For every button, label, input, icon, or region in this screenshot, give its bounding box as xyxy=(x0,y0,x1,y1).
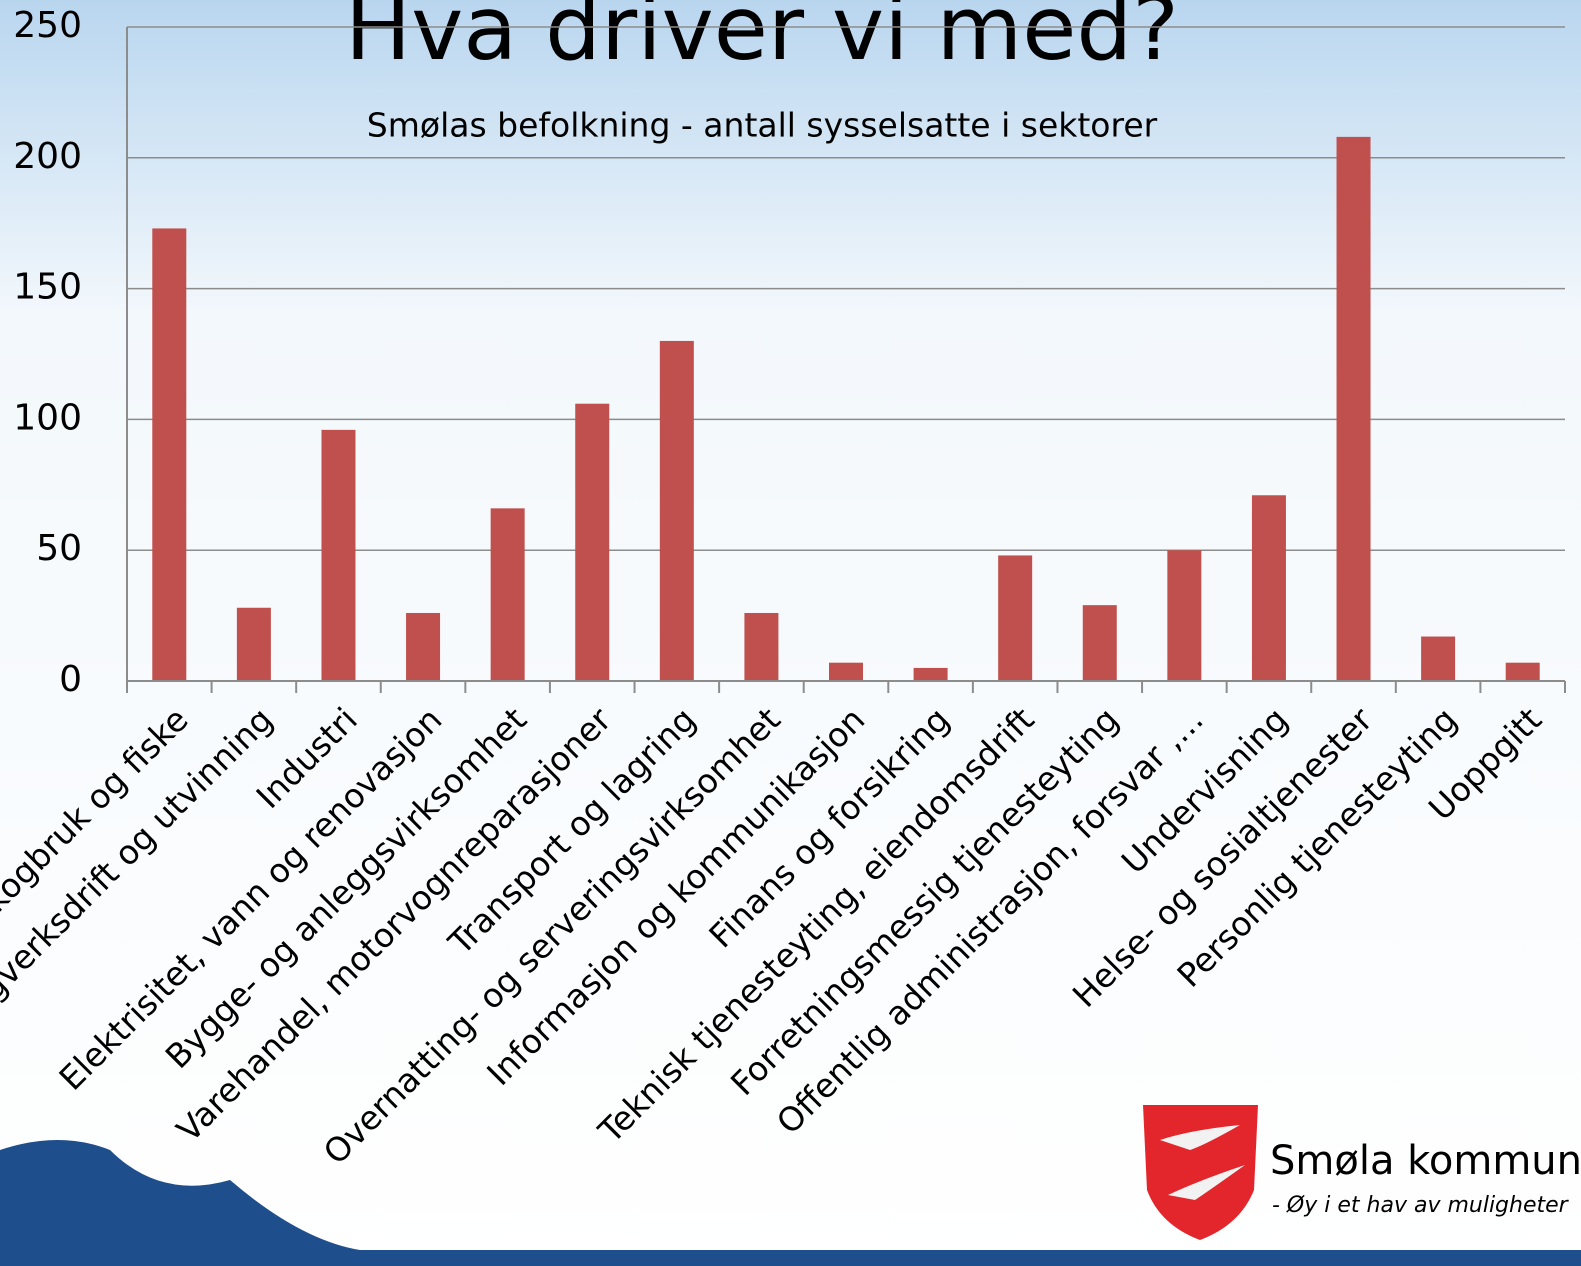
bar xyxy=(1167,550,1202,681)
y-tick-label: 150 xyxy=(13,267,82,308)
bar xyxy=(152,228,187,681)
y-tick-label: 50 xyxy=(36,528,82,569)
bar xyxy=(1251,495,1286,681)
bar xyxy=(998,555,1033,681)
bar xyxy=(1421,636,1456,681)
y-tick-label: 200 xyxy=(13,136,82,177)
logo-name: Smøla kommune xyxy=(1270,1138,1581,1184)
bar xyxy=(829,662,863,681)
y-tick-label: 100 xyxy=(13,397,82,438)
y-tick-label: 250 xyxy=(13,5,82,46)
y-tick-label: 0 xyxy=(59,659,82,700)
wave-decoration xyxy=(0,1140,1581,1266)
chart-subtitle: Smølas befolkning - antall sysselsatte i… xyxy=(367,106,1158,145)
logo-birds xyxy=(1160,1125,1245,1200)
bar xyxy=(659,340,694,681)
bar xyxy=(575,403,610,681)
chart-title: Hva driver vi med? xyxy=(345,0,1179,80)
bar xyxy=(913,667,948,681)
bar xyxy=(1505,662,1540,681)
bar xyxy=(1082,605,1117,681)
bar xyxy=(1336,136,1371,681)
bar xyxy=(744,612,779,681)
bar xyxy=(236,607,271,681)
bar xyxy=(490,508,525,681)
bar xyxy=(321,429,356,681)
logo-tagline: - Øy i et hav av muligheter xyxy=(1272,1193,1570,1218)
bar xyxy=(406,612,441,681)
